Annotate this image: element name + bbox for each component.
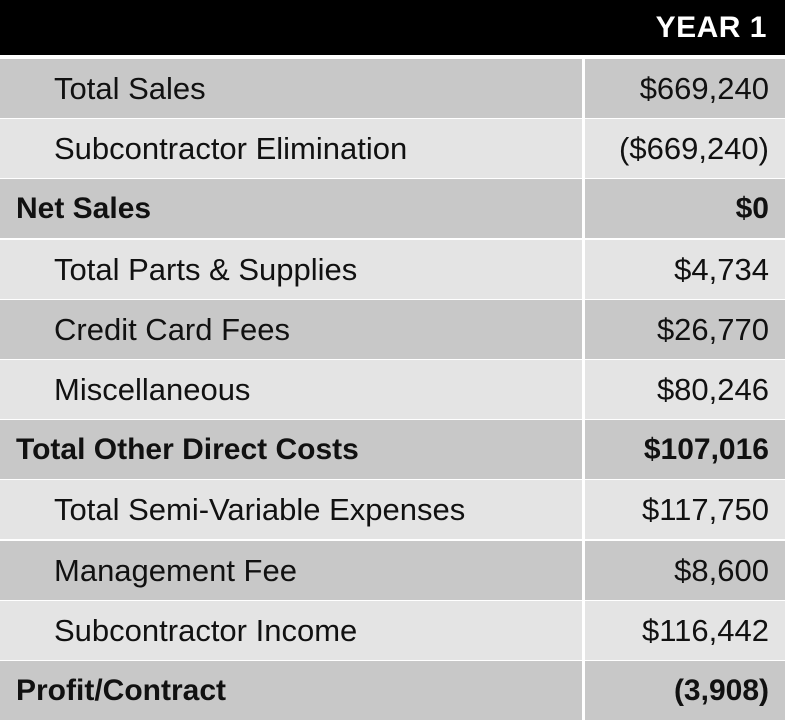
row-label: Management Fee	[54, 552, 297, 588]
column-divider	[582, 480, 585, 540]
row-value: $669,240	[639, 71, 769, 106]
table-row: Credit Card Fees $26,770	[0, 299, 785, 359]
column-divider	[582, 420, 585, 480]
year-column-header: YEAR 1	[655, 11, 767, 44]
row-label: Total Other Direct Costs	[16, 433, 359, 467]
row-label: Total Sales	[54, 71, 206, 106]
row-value: $8,600	[674, 552, 769, 588]
row-value: $116,442	[642, 612, 769, 648]
column-divider	[582, 179, 585, 239]
row-label: Net Sales	[16, 192, 152, 226]
table-row: Total Parts & Supplies $4,734	[0, 239, 785, 299]
row-value: $26,770	[656, 311, 769, 347]
row-value: $0	[735, 192, 769, 226]
row-value: $80,246	[656, 371, 769, 407]
row-value: $107,016	[643, 433, 769, 467]
column-divider	[582, 359, 585, 419]
row-value: (3,908)	[673, 673, 769, 707]
column-divider	[582, 119, 585, 179]
row-label: Total Semi-Variable Expenses	[54, 492, 466, 528]
row-value: $4,734	[674, 251, 769, 287]
row-label: Subcontractor Income	[54, 612, 358, 648]
column-divider	[582, 660, 585, 720]
table-row-subtotal: Total Other Direct Costs $107,016	[0, 420, 785, 480]
row-label: Credit Card Fees	[54, 311, 291, 347]
column-divider	[582, 59, 585, 118]
row-value: $117,750	[642, 492, 769, 528]
row-label: Miscellaneous	[54, 371, 251, 407]
column-divider	[582, 600, 585, 660]
table-row: Subcontractor Income $116,442	[0, 600, 785, 660]
row-label: Total Parts & Supplies	[54, 251, 358, 287]
table-row: Miscellaneous $80,246	[0, 359, 785, 419]
column-divider	[582, 239, 585, 299]
table-row: Management Fee $8,600	[0, 540, 785, 600]
table-row-subtotal: Net Sales $0	[0, 179, 785, 239]
row-value: ($669,240)	[619, 131, 769, 167]
row-label: Subcontractor Elimination	[54, 131, 408, 167]
table-row-total: Profit/Contract (3,908)	[0, 660, 785, 720]
row-label: Profit/Contract	[16, 673, 226, 707]
table-row: Total Sales $669,240	[0, 59, 785, 118]
table-header: YEAR 1	[0, 0, 785, 55]
column-divider	[582, 299, 585, 359]
table-row: Total Semi-Variable Expenses $117,750	[0, 480, 785, 540]
column-divider	[582, 540, 585, 600]
table-body: Total Sales $669,240 Subcontractor Elimi…	[0, 59, 785, 721]
table-row: Subcontractor Elimination ($669,240)	[0, 119, 785, 179]
